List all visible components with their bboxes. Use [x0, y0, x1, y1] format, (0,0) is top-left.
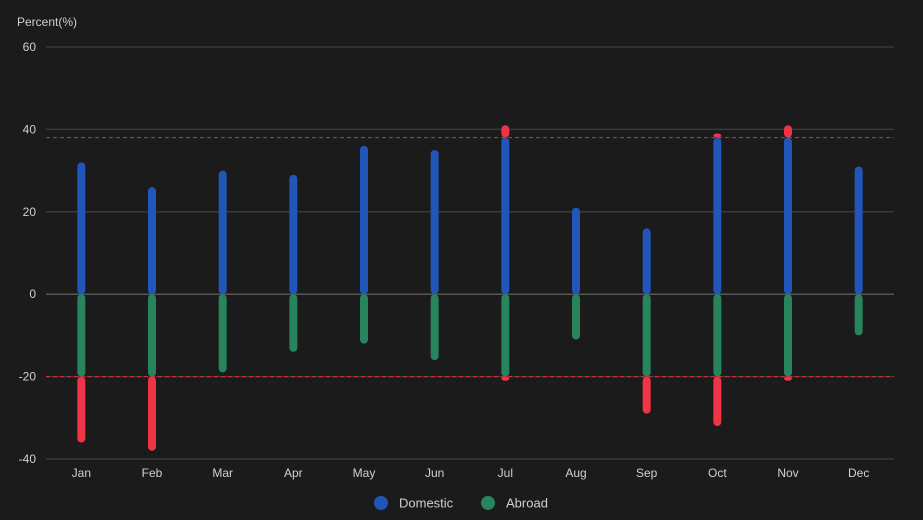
y-tick-label: -20	[19, 370, 37, 384]
legend-item-domestic[interactable]: Domestic	[374, 496, 454, 511]
y-tick-label: -40	[19, 452, 37, 466]
y-tick-label: 40	[23, 122, 37, 136]
x-tick-label: Feb	[142, 466, 163, 480]
y-tick-label: 0	[29, 287, 36, 301]
domestic-bar[interactable]	[713, 137, 722, 295]
abroad-bar-exceed-segment[interactable]	[642, 376, 651, 414]
x-tick-label: Apr	[284, 466, 303, 480]
domestic-bar[interactable]	[430, 150, 439, 295]
abroad-bar-exceed-segment[interactable]	[713, 376, 722, 427]
legend-label: Abroad	[506, 496, 548, 511]
abroad-bar[interactable]	[218, 294, 227, 373]
abroad-bar[interactable]	[430, 294, 439, 361]
abroad-bar-exceed-segment[interactable]	[784, 376, 792, 381]
x-tick-label: Sep	[636, 466, 658, 480]
domestic-bar[interactable]	[572, 207, 580, 295]
abroad-bar[interactable]	[148, 294, 156, 377]
y-tick-labels: 60 40 20 0 -20 -40	[19, 40, 37, 466]
domestic-bar[interactable]	[784, 137, 792, 295]
domestic-bar[interactable]	[360, 145, 368, 295]
abroad-bar[interactable]	[784, 294, 792, 377]
domestic-bar-exceed-segment[interactable]	[501, 125, 510, 138]
abroad-bar[interactable]	[77, 294, 86, 377]
x-tick-label: Nov	[777, 466, 798, 480]
x-tick-label: Mar	[212, 466, 233, 480]
domestic-bar[interactable]	[501, 137, 510, 295]
x-tick-label: Jul	[498, 466, 513, 480]
x-tick-label: Oct	[708, 466, 727, 480]
legend-marker	[374, 496, 388, 510]
domestic-bar[interactable]	[642, 228, 651, 295]
threshold-lines	[46, 137, 894, 378]
y-tick-label: 60	[23, 40, 37, 54]
bars	[77, 125, 863, 451]
abroad-bar[interactable]	[713, 294, 722, 377]
x-tick-label: Dec	[848, 466, 869, 480]
abroad-bar[interactable]	[642, 294, 651, 377]
domestic-bar[interactable]	[289, 174, 298, 295]
x-tick-label: Aug	[565, 466, 586, 480]
abroad-bar[interactable]	[360, 294, 368, 344]
domestic-bar[interactable]	[854, 166, 863, 295]
gridlines	[46, 46, 894, 460]
domestic-bar[interactable]	[218, 170, 227, 295]
x-tick-labels: Jan Feb Mar Apr May Jun Jul Aug Sep Oct Nov Dec	[72, 466, 870, 480]
abroad-bar[interactable]	[854, 294, 863, 336]
legend-label: Domestic	[399, 496, 454, 511]
abroad-bar-exceed-segment[interactable]	[77, 376, 86, 443]
y-axis-label: Percent(%)	[17, 15, 77, 29]
domestic-bar-exceed-segment[interactable]	[784, 125, 792, 138]
abroad-bar-exceed-segment[interactable]	[501, 376, 510, 381]
domestic-bar[interactable]	[148, 187, 156, 295]
legend[interactable]: Domestic Abroad	[374, 496, 548, 511]
x-tick-label: Jun	[425, 466, 444, 480]
x-tick-label: Jan	[72, 466, 91, 480]
abroad-bar[interactable]	[572, 294, 580, 340]
abroad-bar-exceed-segment[interactable]	[148, 376, 156, 451]
domestic-bar-exceed-segment[interactable]	[713, 133, 722, 138]
abroad-bar[interactable]	[501, 294, 510, 377]
x-tick-label: May	[353, 466, 376, 480]
domestic-bar[interactable]	[77, 162, 86, 295]
y-tick-label: 20	[23, 205, 37, 219]
abroad-bar[interactable]	[289, 294, 298, 352]
legend-item-abroad[interactable]: Abroad	[481, 496, 548, 511]
legend-marker	[481, 496, 495, 510]
